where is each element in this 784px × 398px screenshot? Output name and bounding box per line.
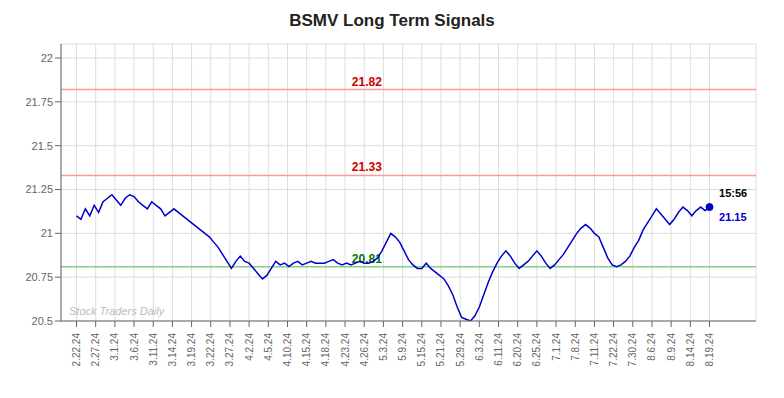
svg-text:8.14.24: 8.14.24 [685,333,696,367]
svg-text:6.20.24: 6.20.24 [512,333,523,367]
svg-text:6.25.24: 6.25.24 [531,333,542,367]
svg-text:15:56: 15:56 [719,187,747,199]
svg-text:8.6.24: 8.6.24 [646,333,657,361]
svg-text:2.22.24: 2.22.24 [71,333,82,367]
svg-text:22: 22 [41,52,53,64]
svg-text:6.3.24: 6.3.24 [474,333,485,361]
svg-text:5.15.24: 5.15.24 [416,333,427,367]
svg-text:21.82: 21.82 [352,75,382,89]
svg-text:Stock Traders Daily: Stock Traders Daily [69,305,166,317]
svg-text:5.9.24: 5.9.24 [397,333,408,361]
svg-text:4.26.24: 4.26.24 [359,333,370,367]
svg-text:4.5.24: 4.5.24 [263,333,274,361]
svg-text:4.23.24: 4.23.24 [340,333,351,367]
svg-text:3.22.24: 3.22.24 [205,333,216,367]
svg-text:4.10.24: 4.10.24 [282,333,293,367]
svg-text:3.14.24: 3.14.24 [167,333,178,367]
svg-text:7.11.24: 7.11.24 [589,333,600,366]
svg-text:20.81: 20.81 [351,251,382,266]
svg-text:21: 21 [41,227,53,239]
svg-text:3.1.24: 3.1.24 [109,333,120,361]
svg-text:21.75: 21.75 [25,96,53,108]
svg-text:21.15: 21.15 [719,211,747,223]
svg-text:3.19.24: 3.19.24 [186,333,197,367]
svg-text:21.5: 21.5 [32,140,53,152]
svg-text:7.8.24: 7.8.24 [570,333,581,361]
svg-text:5.21.24: 5.21.24 [435,333,446,367]
svg-text:4.2.24: 4.2.24 [244,333,255,361]
svg-text:8.19.24: 8.19.24 [704,333,715,367]
svg-text:4.18.24: 4.18.24 [320,333,331,367]
svg-text:4.15.24: 4.15.24 [301,333,312,367]
svg-text:21.33: 21.33 [352,160,382,174]
svg-text:3.27.24: 3.27.24 [224,333,235,367]
svg-text:3.6.24: 3.6.24 [129,333,140,361]
svg-text:8.9.24: 8.9.24 [666,333,677,361]
svg-text:7.22.24: 7.22.24 [608,333,619,367]
svg-text:5.3.24: 5.3.24 [378,333,389,361]
svg-text:7.1.24: 7.1.24 [551,333,562,361]
svg-text:5.29.24: 5.29.24 [455,333,466,367]
svg-text:7.30.24: 7.30.24 [627,333,638,367]
svg-text:2.27.24: 2.27.24 [90,333,101,367]
svg-text:20.75: 20.75 [25,271,53,283]
svg-text:20.5: 20.5 [32,315,53,327]
svg-text:6.11.24: 6.11.24 [493,333,504,366]
html-text:BSMV Long Term Signals: BSMV Long Term Signals [289,11,495,30]
svg-text:3.11.24: 3.11.24 [148,333,159,366]
svg-text:21.25: 21.25 [25,183,53,195]
